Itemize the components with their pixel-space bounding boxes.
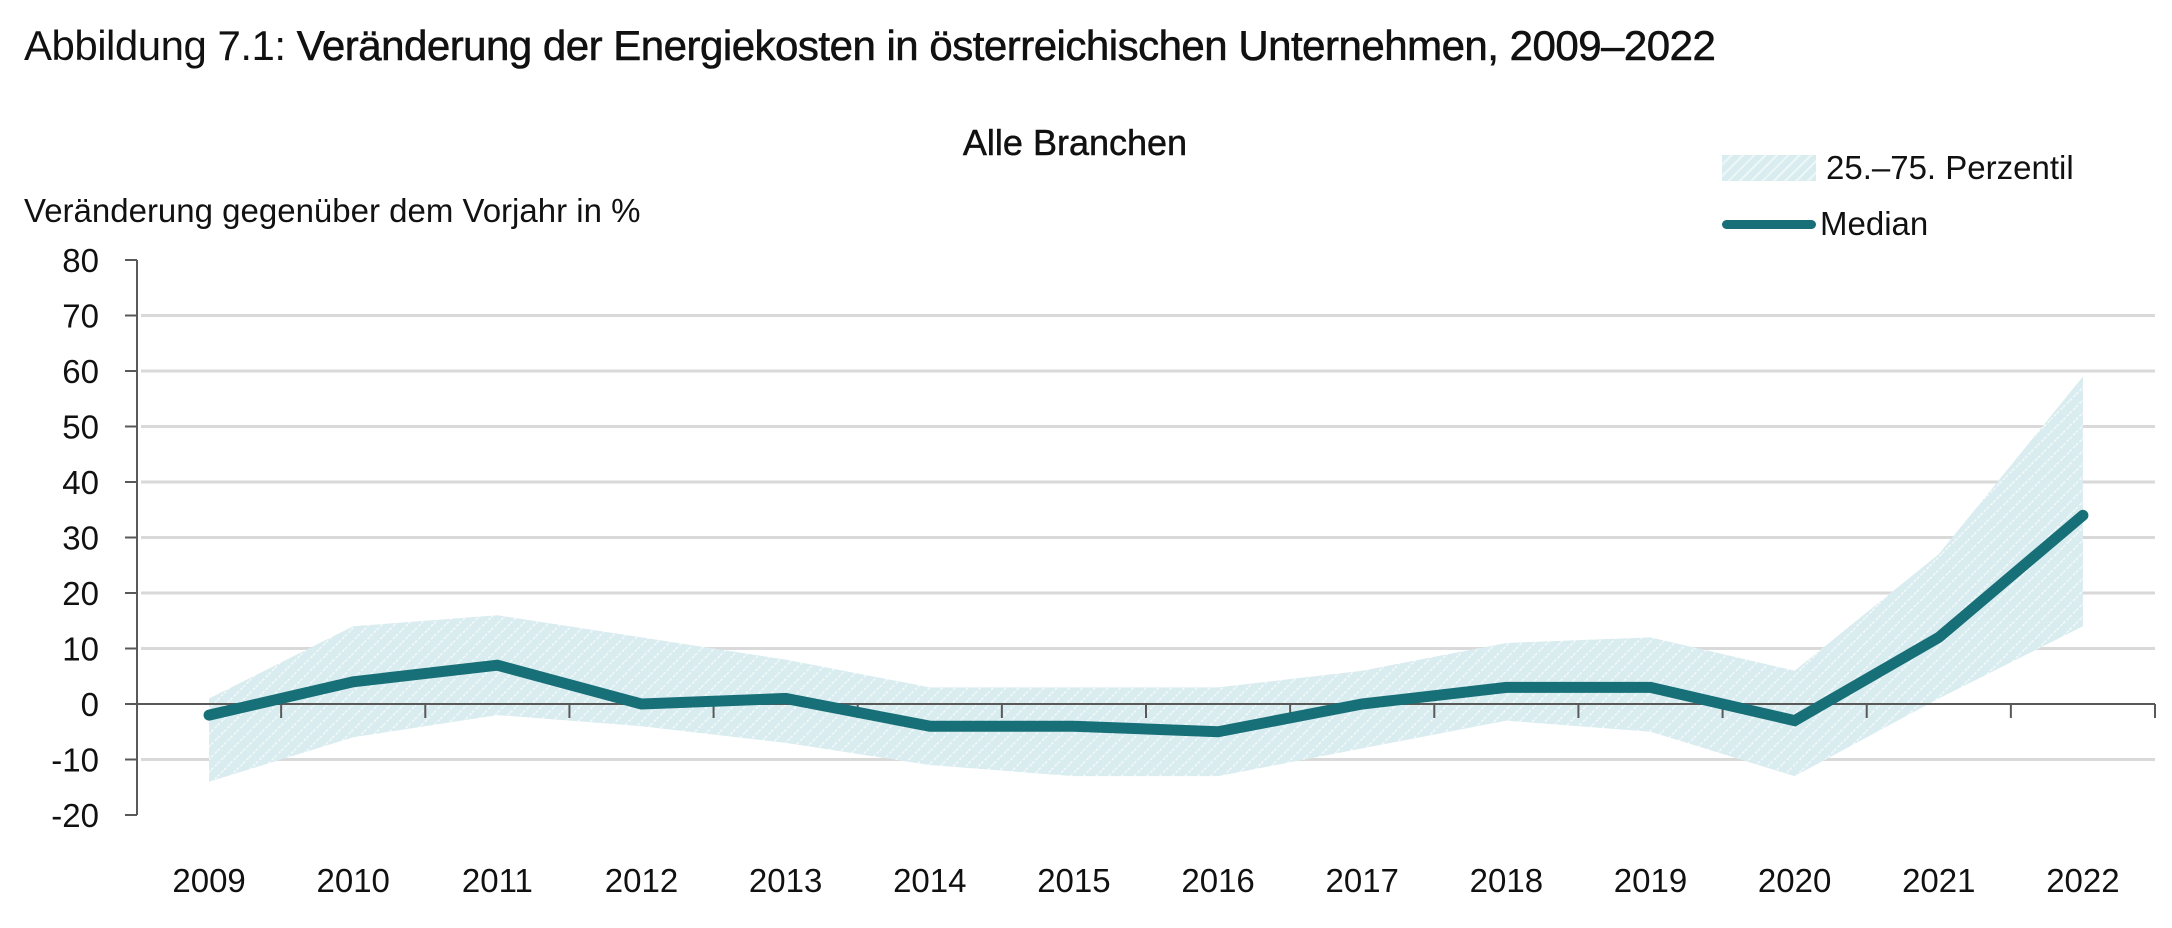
figure-title-text: Veränderung der Energiekosten in österre…: [296, 22, 1716, 70]
legend-item-band: 25.–75. Perzentil: [1722, 140, 2074, 196]
legend-item-median: Median: [1722, 196, 2074, 252]
y-tick-label: 80: [62, 242, 99, 279]
figure-title: Abbildung 7.1: Veränderung der Energieko…: [24, 22, 1716, 70]
x-tick-label: 2011: [462, 862, 533, 899]
legend-median-label: Median: [1820, 205, 1929, 242]
y-tick-label: 0: [81, 686, 99, 723]
y-tick-label: 60: [62, 353, 99, 390]
y-tick-label: -10: [51, 742, 99, 779]
band-swatch-icon: [1722, 155, 1816, 181]
x-tick-labels: 2009 2010 2011 2012 2013 2014 2015 2016 2017 2018…: [172, 862, 2119, 899]
legend: 25.–75. Perzentil Median: [1722, 140, 2074, 252]
y-tick-label: -20: [51, 797, 99, 834]
x-tick-label: 2017: [1326, 862, 1399, 899]
y-tick-labels: -20 -10 0 10 20 30 40 50 60 70 80: [51, 242, 99, 834]
median-line: [203, 509, 2089, 738]
percentile-band: [209, 376, 2083, 782]
y-tick-label: 30: [62, 520, 99, 557]
x-tick-label: 2016: [1181, 862, 1254, 899]
chart-subtitle: Alle Branchen: [962, 122, 1188, 164]
x-tick-label: 2021: [1902, 862, 1975, 899]
x-tick-label: 2019: [1614, 862, 1687, 899]
x-tick-label: 2020: [1758, 862, 1831, 899]
median-line-swatch-icon: [1722, 219, 1816, 229]
x-tick-label: 2022: [2046, 862, 2119, 899]
median-series: [203, 509, 2089, 738]
x-tick-label: 2013: [749, 862, 822, 899]
x-tick-label: 2012: [605, 862, 678, 899]
y-tick-label: 70: [62, 298, 99, 335]
y-axis-label: Veränderung gegenüber dem Vorjahr in %: [24, 192, 641, 229]
y-tick-label: 40: [62, 464, 99, 501]
figure-number: Abbildung 7.1:: [24, 22, 297, 69]
x-tick-label: 2018: [1470, 862, 1543, 899]
x-tick-label: 2014: [893, 862, 966, 899]
y-tick-label: 50: [62, 409, 99, 446]
x-tick-label: 2015: [1037, 862, 1110, 899]
y-tick-label: 10: [62, 631, 99, 668]
x-tick-label: 2010: [317, 862, 390, 899]
legend-band-label: 25.–75. Perzentil: [1826, 149, 2074, 186]
x-tick-label: 2009: [172, 862, 245, 899]
y-tick-label: 20: [62, 575, 99, 612]
percentile-band-area: [209, 376, 2083, 782]
